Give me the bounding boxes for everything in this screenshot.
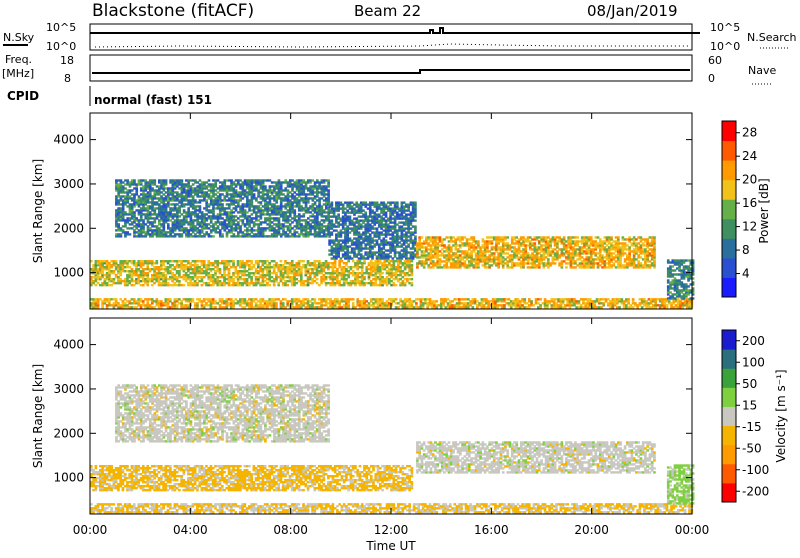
power-cbar-tick-label: 16 — [742, 196, 757, 210]
x-tick-label: 00:00 — [675, 523, 710, 537]
nsky-tick-top: 10^5 — [46, 21, 76, 34]
velocity-ylabel: Slant Range [km] — [31, 364, 45, 468]
y-tick-label: 1000 — [53, 471, 84, 485]
power-ylabel: Slant Range [km] — [31, 159, 45, 263]
velocity-cbar-tick-label: 50 — [742, 377, 757, 391]
date-label: 08/Jan/2019 — [587, 2, 678, 20]
freq-label: Freq. — [5, 53, 32, 66]
velocity-colorbar-block — [722, 387, 736, 407]
freq-tick-bottom: 8 — [64, 72, 71, 85]
power-colorbar-block — [722, 219, 736, 239]
velocity-cbar-tick-label: 15 — [742, 398, 757, 412]
velocity-colorbar-block — [722, 406, 736, 426]
nsearch-tick-bottom: 10^0 — [710, 40, 740, 53]
x-tick-label: 20:00 — [574, 523, 609, 537]
velocity-colorbar-label: Velocity [m s⁻¹] — [774, 369, 788, 462]
x-tick-label: 12:00 — [374, 523, 409, 537]
velocity-panel: 1000 2000 3000 4000 Slant Range [km] — [31, 318, 694, 514]
y-tick-label: 4000 — [53, 133, 84, 147]
power-cbar-tick-label: 8 — [742, 243, 750, 257]
velocity-cbar-tick-label: 200 — [742, 334, 765, 348]
y-tick-label: 3000 — [53, 382, 84, 396]
freq-strip: Freq. [MHz] 18 8 60 0 Nave — [2, 53, 776, 85]
y-tick-label: 1000 — [53, 266, 84, 280]
freq-tick-top: 18 — [60, 54, 74, 67]
nsearch-label: N.Search — [747, 31, 797, 44]
power-colorbar: 4 8 12 16 20 24 28 Power [dB] — [722, 121, 771, 298]
velocity-colorbar-ticks: 200 100 50 15 -15 -50 -100 -200 — [736, 334, 769, 499]
velocity-colorbar: 200 100 50 15 -15 -50 -100 -200 Velocity [m s⁻¹… — [722, 330, 788, 503]
power-cbar-tick-label: 4 — [742, 267, 750, 281]
power-colorbar-block — [722, 258, 736, 278]
velocity-colorbar-block — [722, 330, 736, 350]
nsearch-tick-top: 10^5 — [710, 21, 740, 34]
station-title: Blackstone (fitACF) — [92, 1, 254, 21]
power-cbar-tick-label: 20 — [742, 173, 757, 187]
y-tick-label: 2000 — [53, 426, 84, 440]
power-colorbar-block — [722, 121, 736, 141]
nsky-strip: N.Sky 10^5 10^0 10^5 10^0 N.Search — [3, 21, 797, 53]
power-colorbar-block — [722, 238, 736, 258]
power-cbar-tick-label: 24 — [742, 149, 757, 163]
velocity-cbar-tick-label: 100 — [742, 355, 765, 369]
velocity-colorbar-block — [722, 445, 736, 465]
power-colorbar-label: Power [dB] — [757, 178, 771, 243]
x-axis-label: Time UT — [365, 539, 416, 553]
nave-tick-bottom: 0 — [708, 72, 715, 85]
x-tick-label: 04:00 — [173, 523, 208, 537]
nsky-tick-bottom: 10^0 — [46, 40, 76, 53]
power-colorbar-blocks — [722, 121, 736, 298]
y-tick-label: 3000 — [53, 177, 84, 191]
power-cbar-tick-label: 12 — [742, 220, 757, 234]
velocity-cbar-tick-label: -100 — [742, 463, 769, 477]
velocity-cbar-tick-label: -15 — [742, 420, 762, 434]
x-tick-label: 08:00 — [273, 523, 308, 537]
power-colorbar-block — [722, 199, 736, 219]
nave-tick-top: 60 — [708, 54, 722, 67]
nave-label: Nave — [748, 64, 776, 77]
y-tick-label: 2000 — [53, 221, 84, 235]
velocity-colorbar-block — [722, 483, 736, 503]
x-tick-label: 00:00 — [73, 523, 108, 537]
power-cbar-tick-label: 28 — [742, 126, 757, 140]
velocity-cbar-tick-label: -50 — [742, 441, 762, 455]
velocity-colorbar-block — [722, 368, 736, 388]
power-colorbar-block — [722, 180, 736, 200]
velocity-colorbar-blocks — [722, 330, 736, 503]
velocity-colorbar-block — [722, 464, 736, 484]
y-tick-label: 4000 — [53, 338, 84, 352]
power-colorbar-ticks: 4 8 12 16 20 24 28 — [736, 126, 757, 281]
beam-label: Beam 22 — [354, 2, 421, 20]
nsky-label: N.Sky — [3, 31, 35, 44]
freq-unit: [MHz] — [2, 67, 34, 80]
x-tick-label: 16:00 — [474, 523, 509, 537]
velocity-cbar-tick-label: -200 — [742, 484, 769, 498]
velocity-colorbar-block — [722, 349, 736, 369]
power-colorbar-block — [722, 160, 736, 180]
power-panel: 1000 2000 3000 4000 Slant Range [km] — [31, 113, 694, 309]
cpid-value: normal (fast) 151 — [94, 93, 212, 107]
velocity-colorbar-block — [722, 426, 736, 446]
power-colorbar-block — [722, 141, 736, 161]
cpid-label: CPID — [7, 89, 39, 103]
power-colorbar-block — [722, 277, 736, 297]
